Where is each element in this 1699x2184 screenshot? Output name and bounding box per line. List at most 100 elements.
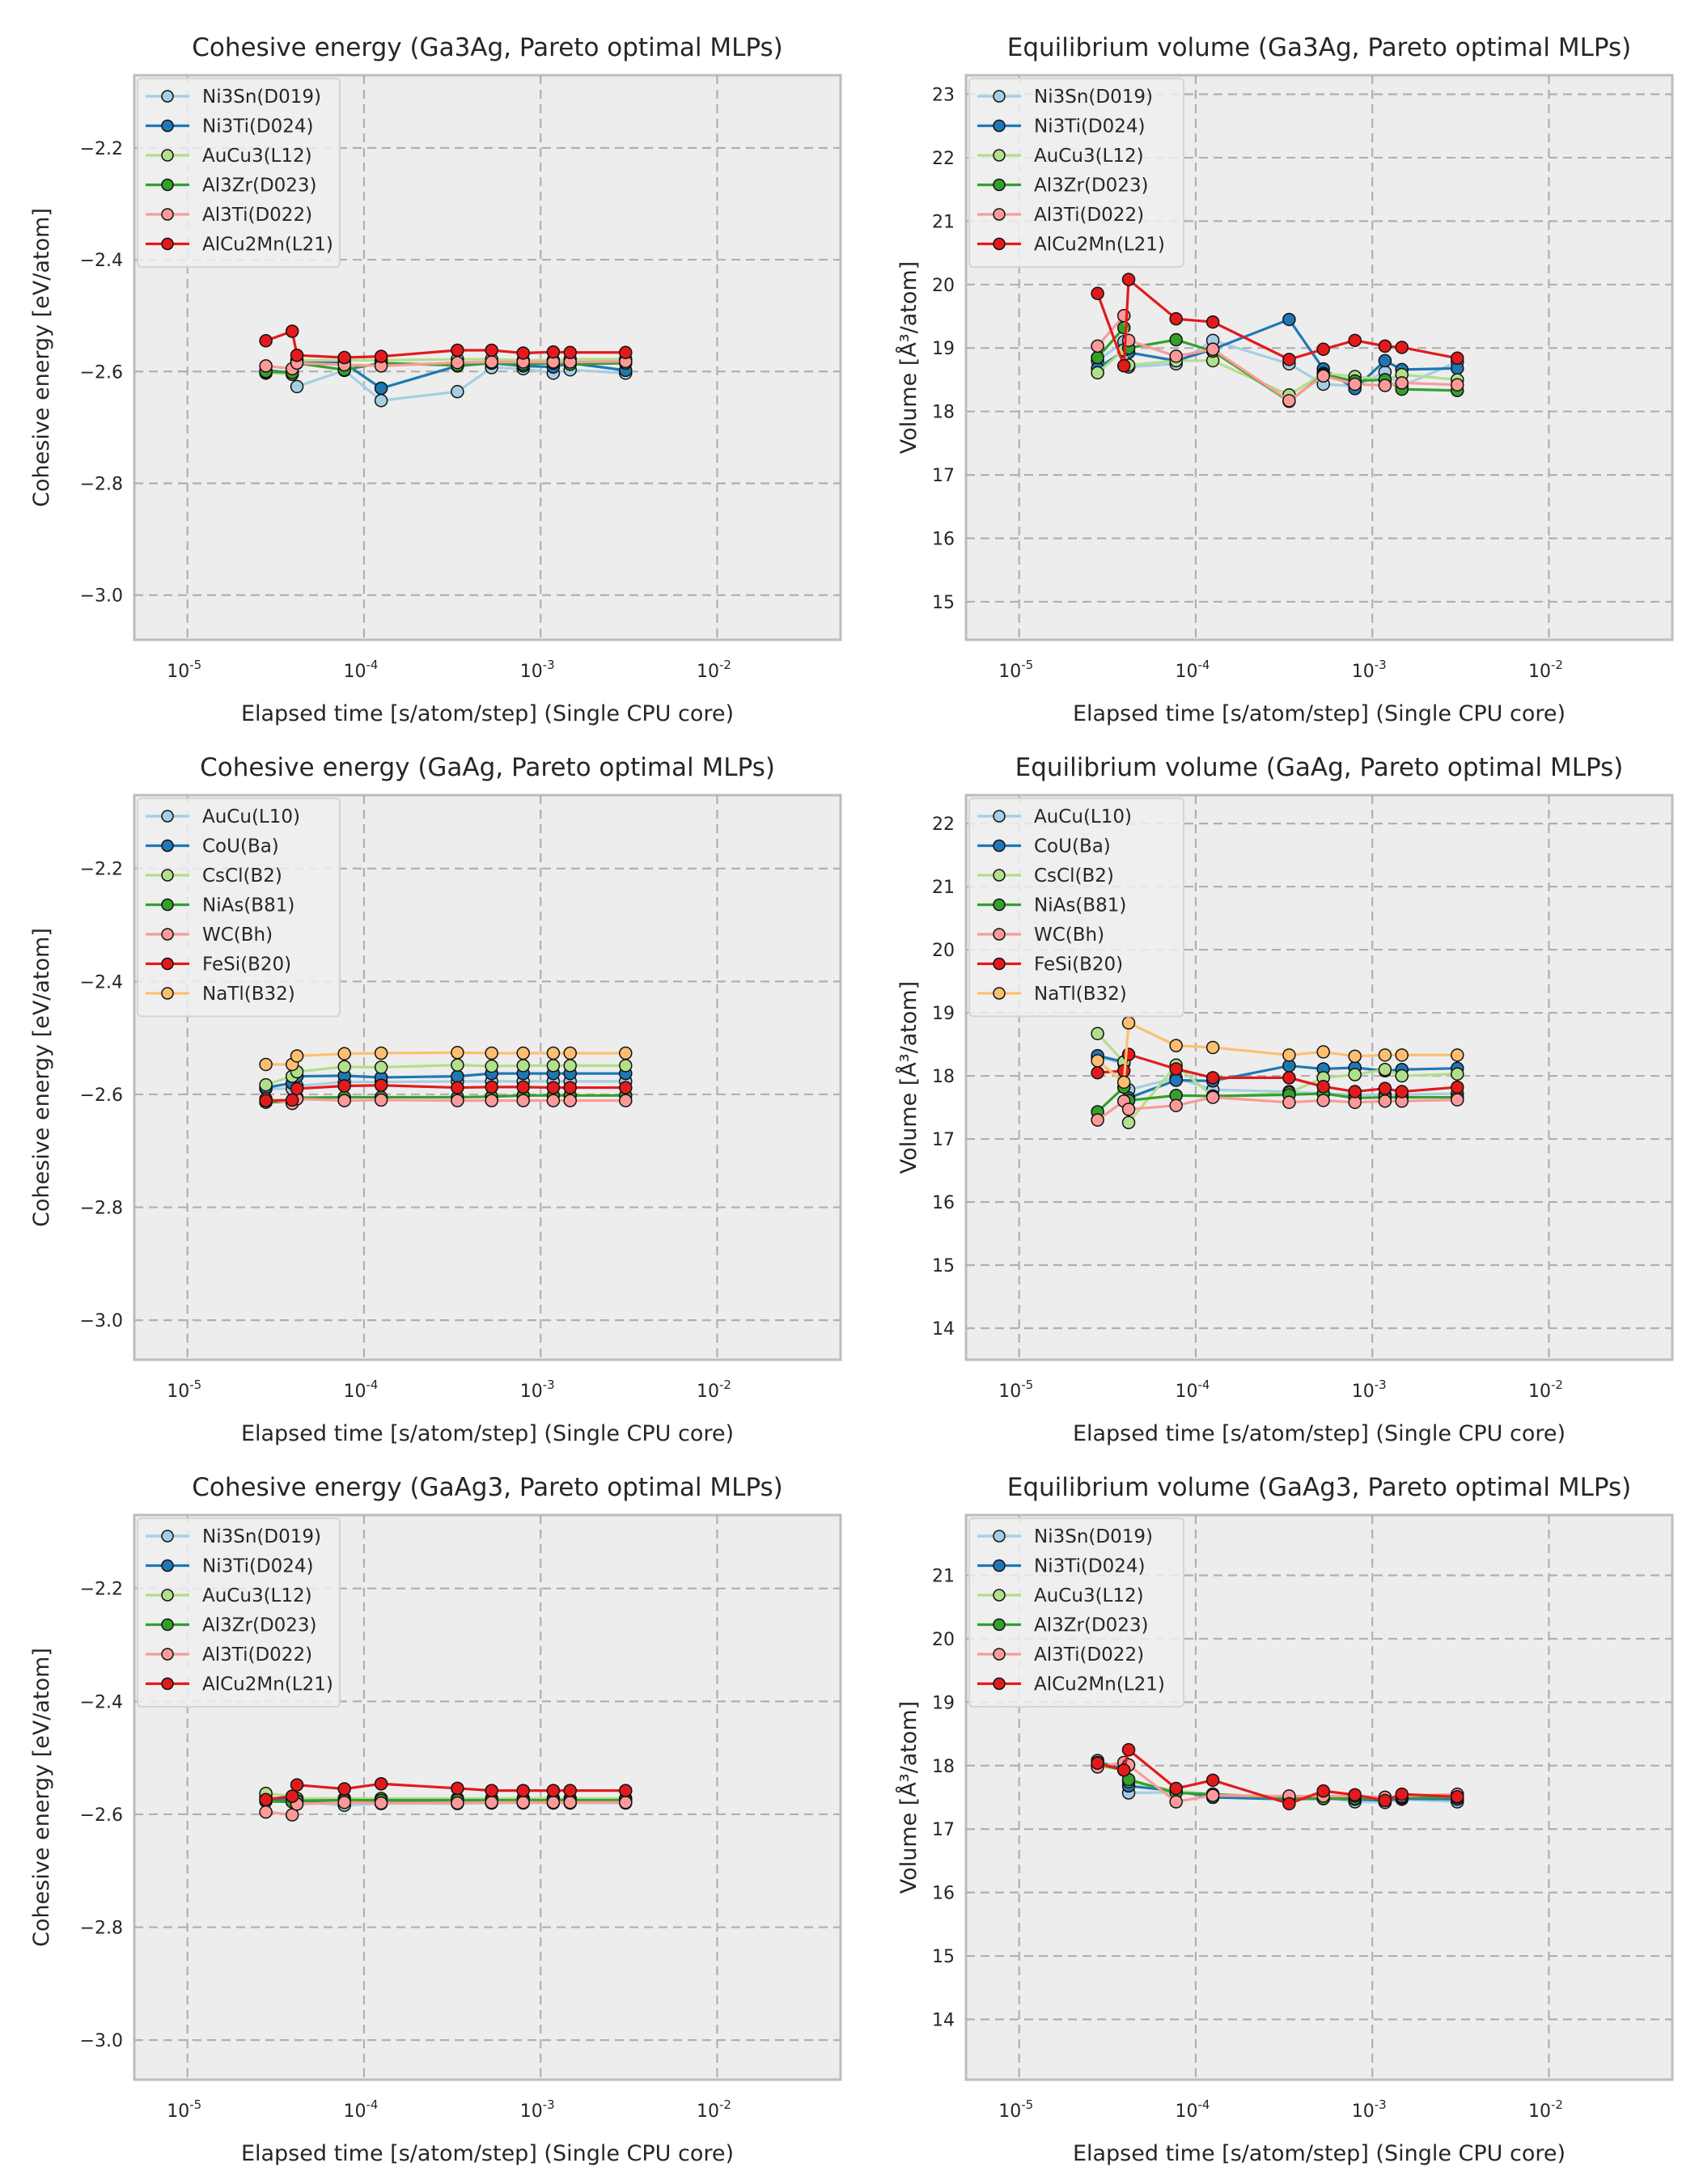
data-point	[1348, 1788, 1362, 1802]
data-point	[563, 1059, 577, 1073]
data-point	[546, 1046, 561, 1060]
legend-label: CsCl(B2)	[202, 866, 282, 887]
data-point	[1451, 1080, 1464, 1094]
x-tick-label: 10-2	[697, 658, 731, 682]
data-point	[337, 1060, 351, 1073]
data-point	[374, 1046, 388, 1060]
legend-marker	[161, 987, 174, 1000]
chart-ce-ga3ag: 10-5 10-4 10-3 10-2 −2.2 −2.4 −2.6 −2.8 −3.0 Cohe…	[29, 33, 842, 726]
data-point	[451, 1796, 464, 1810]
y-tick-label: −2.8	[80, 1919, 123, 1939]
data-point	[619, 1081, 633, 1094]
y-tick-label: −2.2	[80, 860, 123, 880]
data-point	[546, 1094, 561, 1107]
y-tick-label: −2.6	[80, 1805, 123, 1826]
data-point	[1316, 1080, 1330, 1094]
data-point	[1378, 1048, 1392, 1062]
x-axis-label: Elapsed time [s/atom/step] (Single CPU c…	[241, 2141, 734, 2166]
data-point	[516, 1080, 530, 1094]
x-tick-label: 10-4	[1175, 2097, 1210, 2122]
data-point	[337, 350, 351, 365]
x-tick-label: 10-2	[1528, 658, 1563, 682]
series-NaTl(B32)	[259, 1046, 633, 1072]
data-point	[1205, 342, 1220, 357]
y-tick-label: 21	[932, 878, 955, 898]
data-point	[563, 1784, 577, 1797]
data-point	[1169, 1795, 1183, 1809]
chart-vol-ga3ag: 10-5 10-4 10-3 10-2 15 16 17 18 19 20 21 22 23 Equili…	[896, 33, 1674, 726]
legend-label: Ni3Sn(D019)	[1034, 1526, 1153, 1547]
data-point	[374, 381, 388, 396]
data-point	[1451, 1067, 1464, 1081]
data-point	[1451, 1048, 1464, 1062]
x-tick-label: 10-2	[697, 1378, 731, 1402]
data-point	[290, 379, 304, 394]
legend-label: FeSi(B20)	[202, 954, 291, 976]
data-point	[516, 346, 530, 360]
data-point	[1378, 353, 1392, 368]
chart-title: Equilibrium volume (GaAg, Pareto optimal…	[1015, 753, 1624, 782]
data-point	[516, 1059, 530, 1073]
data-point	[546, 1081, 561, 1094]
legend: Ni3Sn(D019) Ni3Ti(D024) AuCu3(L12) Al3Zr(D0…	[968, 78, 1184, 268]
y-axis-label: Cohesive energy [eV/atom]	[29, 1648, 54, 1947]
legend-marker	[993, 149, 1006, 162]
data-point	[1316, 1784, 1330, 1798]
data-point	[1116, 1075, 1131, 1090]
legend-marker	[161, 178, 174, 192]
data-point	[337, 1782, 351, 1796]
x-axis-label: Elapsed time [s/atom/step] (Single CPU c…	[1073, 701, 1566, 726]
data-point	[285, 324, 299, 338]
y-tick-label: −2.4	[80, 1692, 123, 1712]
data-point	[1348, 333, 1362, 348]
legend-label: FeSi(B20)	[1034, 954, 1123, 976]
data-point	[619, 1046, 633, 1060]
data-point	[1205, 1788, 1220, 1802]
legend-label: Al3Ti(D022)	[1034, 1644, 1144, 1666]
data-point	[1091, 1113, 1104, 1127]
data-point	[485, 1784, 498, 1797]
legend-marker	[993, 1589, 1006, 1602]
x-tick-label: 10-3	[1352, 658, 1387, 682]
legend-marker	[161, 1618, 174, 1632]
data-point	[259, 1805, 273, 1819]
series-FeSi(B20)	[259, 1078, 633, 1107]
y-tick-label: −2.8	[80, 1199, 123, 1219]
legend-marker	[161, 90, 174, 103]
data-point	[1395, 1048, 1409, 1062]
legend-marker	[993, 869, 1006, 882]
y-tick-label: 19	[932, 1693, 955, 1713]
chart-ce-gaag: 10-5 10-4 10-3 10-2 −2.2 −2.4 −2.6 −2.8 −3.0 Cohe…	[29, 753, 842, 1446]
legend-label: CoU(Ba)	[1034, 836, 1111, 857]
legend-marker	[993, 178, 1006, 192]
x-tick-label: 10-4	[343, 658, 378, 682]
series-Al3Ti(D022)	[259, 1796, 633, 1822]
data-point	[485, 1094, 498, 1107]
data-point	[451, 1058, 464, 1072]
data-point	[1282, 1095, 1296, 1110]
data-point	[374, 1796, 388, 1810]
data-point	[1205, 1071, 1220, 1085]
data-point	[1348, 377, 1362, 392]
legend-label: Ni3Ti(D024)	[1034, 116, 1146, 138]
y-tick-label: 21	[932, 212, 955, 232]
data-point	[1282, 1071, 1296, 1085]
data-point	[1395, 341, 1409, 354]
data-point	[1091, 350, 1104, 365]
y-tick-label: 23	[932, 86, 955, 106]
data-point	[1378, 379, 1392, 392]
legend-marker	[993, 987, 1006, 1000]
legend-label: AlCu2Mn(L21)	[202, 1674, 333, 1695]
legend-marker	[161, 119, 174, 133]
data-point	[1091, 1756, 1104, 1770]
y-tick-label: −2.8	[80, 474, 123, 494]
x-tick-label: 10-2	[1528, 1378, 1563, 1402]
legend-label: CsCl(B2)	[1034, 866, 1114, 887]
legend-label: Al3Ti(D022)	[202, 1644, 312, 1666]
data-point	[619, 1059, 633, 1073]
data-point	[374, 1078, 388, 1093]
data-point	[1348, 1085, 1362, 1098]
data-point	[1316, 369, 1330, 383]
data-point	[1091, 1026, 1104, 1041]
data-point	[1395, 1069, 1409, 1083]
